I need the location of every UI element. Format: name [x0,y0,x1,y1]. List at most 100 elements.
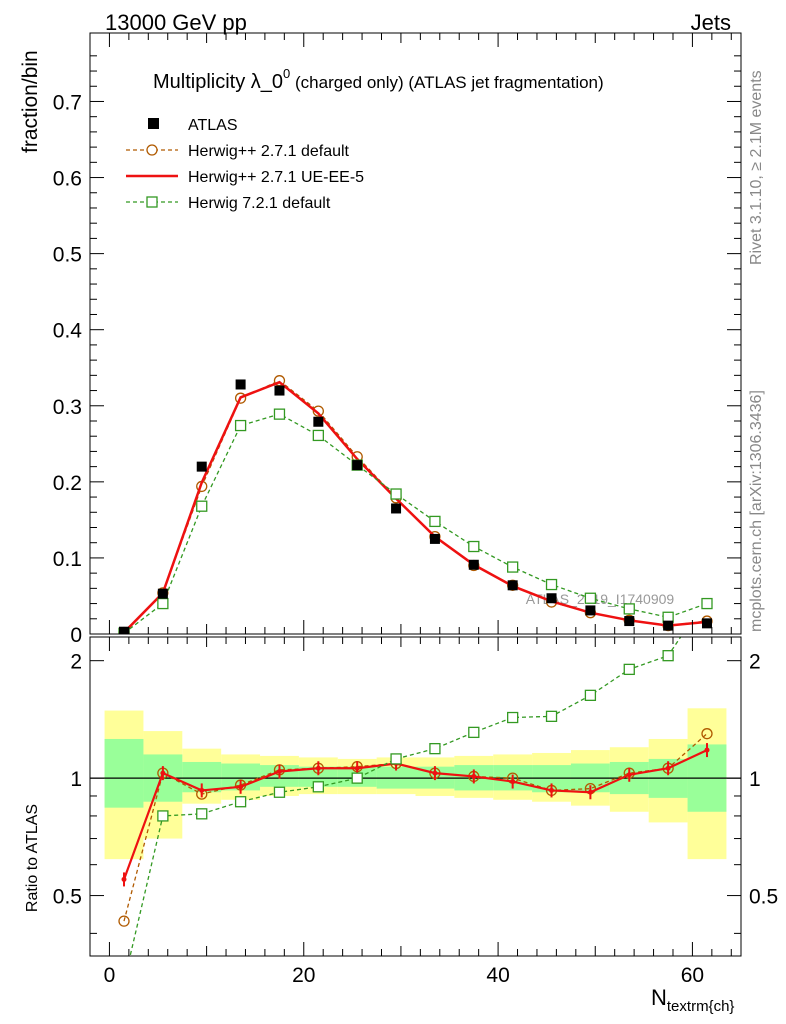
top-ytick-label: 0.1 [53,548,82,571]
top-ytick-label: 0.7 [53,91,82,114]
header-left: 13000 GeV pp [105,10,247,35]
ratio-point [665,765,671,771]
top-ytick-label: 0.3 [53,396,82,419]
legend-marker-circle [146,144,158,156]
x-axis-label: Ntextrm{ch} [651,985,734,1015]
ratio-point-square [234,796,247,808]
top-ytick-label: 0.4 [53,320,83,343]
ratio-point-square [351,772,363,784]
atlas-point [701,618,712,629]
rivet-label: Rivet 3.1.10, ≥ 2.1M events [748,70,765,265]
atlas-point [546,593,557,604]
atlas-point [663,620,674,631]
ratio-point-square [623,663,635,676]
top-point-square [701,597,713,610]
top-ytick-label: 0.5 [53,244,82,267]
top-point-square [273,408,286,420]
top-point-square [429,515,441,528]
legend-item-0: ATLAS [148,117,238,134]
top-point-square [157,597,169,610]
ratio-point-square [119,977,129,987]
ratio-plot: 0.5 0.51 12 20 20 40 60 [53,636,778,987]
top-data [118,375,713,634]
xtick-label: 40 [486,964,509,987]
legend-label-0: ATLAS [188,117,238,134]
ratio-point-circle [701,728,713,740]
atlas-point [274,385,285,396]
ratio-point-square [312,781,324,793]
top-series-line-3 [123,413,708,634]
ratio-point [704,747,710,753]
top-ytick-label: 0.6 [53,168,82,191]
ratio-point-square [273,786,286,798]
atlas-point [352,460,363,471]
top-ylabel: fraction/bin [19,50,42,153]
title-main: Multiplicity λ_0 [153,71,283,93]
legend-marker-atlas [148,118,159,129]
ratio-point-square [429,742,441,755]
ratio-frame [89,636,742,957]
title-sup: 0 [283,66,290,81]
ratio-point [587,789,593,795]
top-point-square [196,500,208,512]
ratio-point-circle [118,915,130,927]
atlas-point [429,533,440,544]
top-point-square [312,429,324,442]
xtick-label: 0 [104,964,116,987]
ratio-point [276,768,282,774]
ratio-point-square [662,650,674,662]
top-point-square [545,578,558,591]
ratio-point-square [390,753,402,765]
top-frame [89,32,742,635]
top-plot: 0 0.1 0.2 0.3 0.4 0.5 0.6 0.7 [53,32,742,647]
atlas-point [391,503,402,514]
top-point-square [584,592,597,604]
band-inner [298,766,338,787]
legend: ATLAS Herwig++ 2.7.1 default Herwig++ 2.7.… [126,117,364,212]
atlas-point [119,626,130,634]
ratio-series-line-1 [122,749,708,880]
xtick-label: 60 [681,964,704,987]
top-point-square [390,488,402,500]
legend-label-2: Herwig++ 2.7.1 UE-EE-5 [188,169,364,186]
ratio-ytick-label: 2 [70,651,82,674]
ratio-point [510,779,516,785]
title-tail: (charged only) (ATLAS jet fragmentation) [290,73,603,92]
ratio-point [626,772,632,778]
ratio-ytick-label-right: 2 [749,651,761,674]
svg-text:Multiplicity λ_00 (charged onl: Multiplicity λ_00 (charged only) (ATLAS … [153,66,604,93]
atlas-point [235,379,246,390]
top-point-square [623,603,635,615]
xtick-label: 20 [292,964,315,987]
ratio-ylabel: Ratio to ATLAS [24,804,41,912]
ratio-point-square [196,808,208,820]
top-point-square [234,419,247,432]
atlas-point [468,559,479,570]
ratio-point [549,787,555,793]
ratio-ytick-label: 0.5 [53,886,82,909]
ratio-point-square [507,711,519,724]
ratio-ytick-label-right: 1 [749,768,761,791]
header-right: Jets [691,10,731,35]
top-series-line-2 [123,380,708,634]
ratio-point [121,876,127,882]
top-ytick-label: 0.2 [53,472,82,495]
legend-label-3: Herwig 7.2.1 default [188,195,331,212]
legend-item-2: Herwig++ 2.7.1 UE-EE-5 [126,169,364,186]
ratio-point [160,770,166,776]
ratio-point-square [157,810,169,822]
ratio-point-square [545,710,558,722]
ratio-point [432,770,438,776]
ratio-point [199,787,205,793]
ratio-ytick-label: 1 [70,768,82,791]
legend-item-1: Herwig++ 2.7.1 default [126,143,350,160]
atlas-point [507,580,518,591]
chart-title: Multiplicity λ_00 (charged only) (ATLAS … [153,66,604,93]
ratio-point-square [468,726,480,739]
atlas-point [196,461,207,472]
legend-label-1: Herwig++ 2.7.1 default [188,143,350,160]
atlas-point [585,605,596,616]
ratio-point [471,773,477,779]
mcplots-label: mcplots.cern.ch [arXiv:1306.3436] [748,390,765,632]
